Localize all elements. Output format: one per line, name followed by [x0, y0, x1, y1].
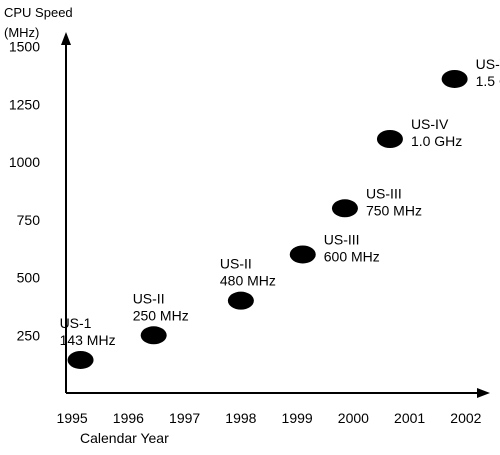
point-label: US-V: [476, 56, 500, 72]
data-point: [289, 245, 316, 264]
data-point: [331, 199, 358, 218]
point-sublabel: 1.0 GHz: [411, 133, 462, 149]
point-label: US-1: [60, 315, 92, 331]
data-point: [140, 326, 167, 345]
y-tick-labels: 250 500 750 1000 1250 1500: [9, 39, 40, 344]
point-sublabel: 143 MHz: [60, 332, 116, 348]
y-tick-label: 750: [17, 212, 41, 228]
x-tick-label: 1996: [113, 410, 144, 426]
y-axis-label-line-1: CPU Speed: [4, 5, 73, 20]
y-tick-label: 1500: [9, 39, 40, 55]
x-tick-label: 2001: [394, 410, 425, 426]
x-tick-labels: 1995 1996 1997 1998 1999 2000 2001 2002: [57, 410, 482, 426]
x-axis-arrow-icon: [477, 388, 490, 398]
data-point: [227, 291, 254, 310]
point-label: US-III: [324, 231, 360, 247]
x-tick-label: 2000: [338, 410, 369, 426]
x-tick-label: 1999: [282, 410, 313, 426]
point-label: US-II: [220, 256, 252, 272]
x-tick-label: 1997: [169, 410, 200, 426]
x-tick-label: 1995: [57, 410, 88, 426]
y-tick-label: 1000: [9, 154, 40, 170]
y-tick-label: 1250: [9, 96, 40, 112]
y-axis-arrow-icon: [61, 32, 71, 45]
x-axis-label: Calendar Year: [80, 430, 169, 446]
x-tick-label: 1998: [225, 410, 256, 426]
point-label: US-III: [366, 185, 402, 201]
point-sublabel: 250 MHz: [133, 307, 189, 323]
point-sublabel: 600 MHz: [324, 248, 380, 264]
point-label: US-IV: [411, 116, 449, 132]
x-tick-label: 2002: [450, 410, 481, 426]
point-label: US-II: [133, 290, 165, 306]
data-point: [67, 350, 94, 369]
y-tick-label: 250: [17, 327, 41, 343]
data-point: [376, 130, 403, 148]
point-sublabel: 1.5 GHz: [476, 73, 500, 89]
point-sublabel: 750 MHz: [366, 202, 422, 218]
point-sublabel: 480 MHz: [220, 273, 276, 289]
y-axis-label-line-2: (MHz): [4, 25, 39, 40]
y-tick-label: 500: [17, 270, 41, 286]
data-point: [441, 69, 468, 88]
